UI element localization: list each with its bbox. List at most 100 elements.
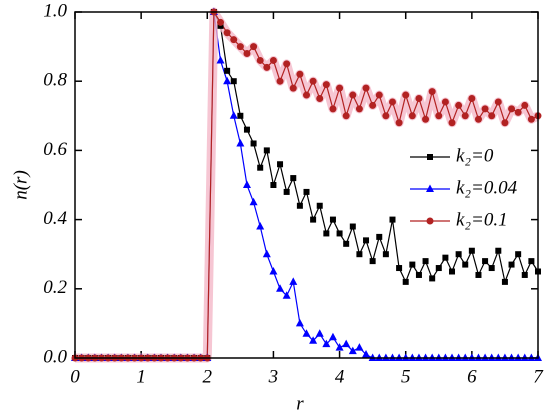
marker [382,251,389,258]
marker [462,261,469,268]
marker [468,95,476,102]
marker [461,112,469,120]
marker [527,115,535,123]
marker [426,184,434,192]
marker [369,258,376,265]
marker [349,223,356,230]
marker [256,222,265,230]
marker [262,249,271,258]
marker [362,84,370,92]
marker [257,164,264,171]
marker [282,291,291,299]
marker [389,216,396,223]
marker [289,277,298,285]
y-tick-label: 0.6 [43,139,67,160]
marker [236,43,244,51]
marker [336,84,344,92]
y-tick-label: 1.0 [43,0,67,21]
y-tick-label: 0.2 [43,277,67,298]
marker [482,258,489,265]
legend-label: k₂=0.04 [456,177,518,198]
marker [263,147,270,154]
marker [402,91,410,99]
marker [415,95,423,102]
marker [229,111,238,119]
marker [309,77,317,85]
legend-label: k₂=0.1 [456,209,508,230]
marker [356,251,363,258]
marker [427,154,433,160]
marker [290,175,297,182]
marker [263,63,271,71]
marker [494,98,502,106]
y-tick-label: 0.8 [43,70,67,91]
marker [316,202,323,209]
marker [256,56,264,64]
marker [488,112,496,120]
legend-item: k₂=0 [410,145,494,166]
marker [243,50,251,58]
marker [395,119,403,127]
x-tick-label: 4 [335,366,345,387]
marker [342,339,351,348]
x-tick-label: 7 [533,366,544,387]
legend-item: k₂=0.04 [410,177,518,198]
marker [303,91,310,99]
marker [283,188,290,195]
marker [409,261,416,268]
x-tick-label: 0 [70,366,80,387]
marker [283,60,291,68]
y-axis-label: n(r) [10,170,31,200]
marker [449,268,456,275]
marker [230,78,237,85]
marker [474,115,482,123]
marker [329,105,337,113]
marker [216,55,225,64]
marker [342,112,350,120]
marker [270,182,277,188]
marker [495,247,502,254]
marker [355,105,363,113]
x-tick-label: 1 [136,366,146,387]
marker [242,180,251,188]
marker [396,265,403,272]
legend-label: k₂=0 [456,145,494,166]
marker [455,251,462,258]
marker [269,267,278,275]
marker [501,119,509,127]
marker [223,76,232,85]
marker [362,350,371,358]
marker [302,329,311,337]
marker [376,233,383,240]
marker [455,101,463,109]
marker [514,108,522,116]
marker [276,77,284,85]
marker [415,271,422,278]
marker [237,112,244,119]
marker [329,216,336,223]
marker [481,105,489,113]
marker [250,140,257,147]
marker [323,230,330,237]
marker [375,91,383,99]
marker [501,278,508,285]
marker [475,271,482,278]
marker [236,138,245,147]
marker [217,18,225,26]
marker [402,278,409,285]
marker [349,91,357,99]
x-tick-label: 2 [203,366,213,387]
marker [408,112,416,120]
marker [249,197,258,206]
x-tick-label: 3 [268,366,279,387]
marker [422,258,429,265]
marker [508,105,516,113]
marker [435,112,443,120]
marker [508,261,515,268]
marker [243,126,250,133]
marker [363,237,370,244]
marker [468,247,475,254]
legend-item: k₂=0.1 [410,209,508,230]
plot-frame [74,11,539,359]
